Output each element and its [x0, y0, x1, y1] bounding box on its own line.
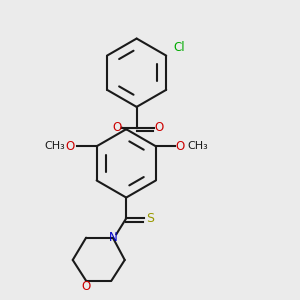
- Text: CH₃: CH₃: [45, 141, 65, 151]
- Text: O: O: [154, 121, 164, 134]
- Text: O: O: [175, 140, 184, 153]
- Text: O: O: [65, 140, 74, 153]
- Text: O: O: [113, 121, 122, 134]
- Text: N: N: [109, 231, 117, 244]
- Text: S: S: [146, 212, 154, 225]
- Text: CH₃: CH₃: [187, 141, 208, 151]
- Text: O: O: [82, 280, 91, 293]
- Text: Cl: Cl: [174, 41, 185, 54]
